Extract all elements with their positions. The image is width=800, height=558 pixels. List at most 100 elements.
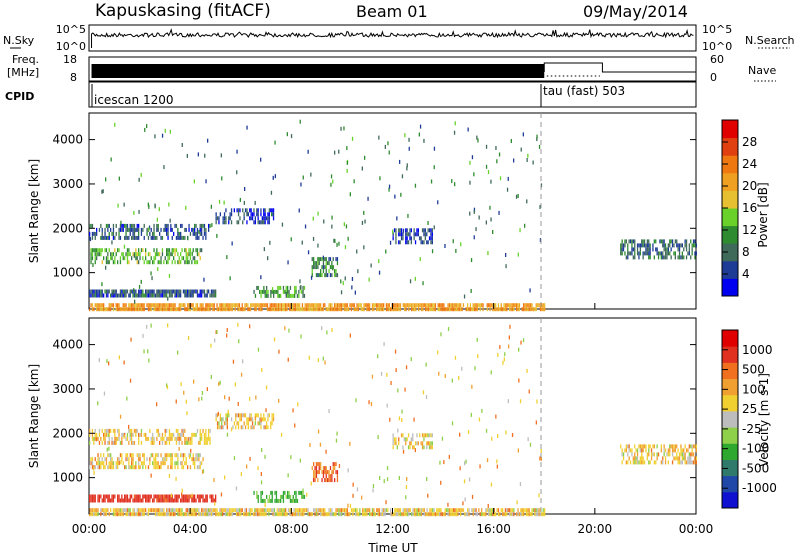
heatmap-cell (206, 508, 208, 513)
heatmap-cell (98, 289, 101, 294)
heatmap-cell (203, 289, 206, 294)
heatmap-cell (302, 494, 304, 499)
heatmap-cell (620, 251, 622, 256)
heatmap-cell (329, 474, 332, 479)
colorbar-swatch (722, 243, 738, 262)
heatmap-cell (472, 512, 474, 517)
heatmap-cell (180, 453, 182, 458)
heatmap-cell (117, 428, 119, 433)
heatmap-cell (296, 508, 298, 513)
heatmap-cell (227, 303, 229, 308)
heatmap-cell (421, 240, 424, 245)
heatmap-cell (191, 303, 193, 308)
scatter-cell (487, 170, 490, 175)
heatmap-cell (149, 289, 151, 294)
heatmap-cell (413, 508, 416, 513)
heatmap-cell (677, 247, 679, 252)
scatter-cell (535, 420, 537, 425)
heatmap-cell (243, 512, 245, 517)
heatmap-cell (523, 303, 525, 308)
scatter-cell (503, 357, 505, 362)
heatmap-cell (406, 508, 409, 513)
heatmap-cell (138, 248, 140, 253)
heatmap-cell (153, 303, 155, 308)
heatmap-cell (215, 293, 217, 298)
heatmap-cell (114, 235, 116, 240)
scatter-cell (198, 229, 200, 234)
heatmap-cell (510, 512, 512, 517)
heatmap-cell (180, 508, 182, 513)
heatmap-cell (157, 512, 159, 517)
heatmap-cell (332, 470, 334, 475)
heatmap-cell (115, 293, 117, 298)
scatter-cell (185, 399, 187, 404)
heatmap-cell (199, 293, 201, 298)
heatmap-cell (423, 512, 425, 517)
heatmap-cell (220, 512, 222, 517)
scatter-cell (287, 357, 289, 362)
heatmap-cell (153, 227, 155, 232)
heatmap-cell (259, 307, 262, 312)
heatmap-cell (433, 307, 435, 312)
heatmap-cell (167, 227, 169, 232)
heatmap-cell (191, 508, 193, 513)
freq-trace-dense (91, 64, 545, 78)
heatmap-cell (103, 453, 105, 458)
heatmap-cell (293, 512, 295, 517)
heatmap-cell (412, 307, 414, 312)
heatmap-cell (164, 512, 166, 517)
heatmap-cell (236, 413, 238, 418)
scatter-cell (156, 217, 158, 222)
heatmap-cell (228, 413, 230, 418)
heatmap-cell (398, 240, 400, 245)
heatmap-cell (213, 307, 215, 312)
heatmap-cell (212, 289, 214, 294)
scatter-cell (166, 385, 169, 390)
heatmap-cell (167, 465, 169, 470)
heatmap-cell (291, 293, 293, 298)
heatmap-cell (156, 248, 158, 253)
heatmap-cell (173, 256, 175, 261)
heatmap-cell (196, 289, 199, 294)
heatmap-cell (166, 457, 168, 462)
scatter-cell (89, 237, 92, 242)
heatmap-cell (175, 453, 178, 458)
heatmap-cell (324, 512, 326, 517)
heatmap-cell (178, 303, 180, 308)
heatmap-cell (133, 223, 136, 228)
heatmap-cell (104, 289, 106, 294)
heatmap-cell (405, 307, 407, 312)
heatmap-cell (483, 512, 486, 517)
heatmap-cell (160, 260, 162, 265)
nsky-tick-bottom: 10^0 (56, 40, 86, 53)
heatmap-cell (352, 303, 354, 308)
heatmap-cell (177, 436, 179, 441)
heatmap-cell (313, 257, 315, 262)
scatter-cell (168, 202, 170, 207)
heatmap-cell (167, 223, 169, 228)
heatmap-cell (413, 512, 416, 517)
heatmap-cell (189, 307, 192, 312)
heatmap-cell (199, 428, 201, 433)
heatmap-cell (231, 303, 234, 308)
heatmap-cell (335, 470, 337, 475)
heatmap-cell (324, 508, 326, 513)
heatmap-cell (641, 460, 643, 465)
scatter-cell (519, 399, 522, 404)
heatmap-cell (124, 465, 126, 470)
heatmap-cell (174, 512, 176, 517)
scatter-cell (285, 292, 287, 296)
heatmap-cell (516, 512, 518, 517)
heatmap-cell (518, 303, 521, 308)
heatmap-cell (532, 508, 535, 513)
heatmap-cell (107, 293, 109, 298)
heatmap-cell (136, 260, 138, 265)
heatmap-cell (328, 303, 330, 308)
heatmap-cell (107, 307, 109, 312)
heatmap-cell (166, 248, 168, 253)
heatmap-cell (171, 498, 173, 503)
heatmap-cell (156, 512, 158, 517)
scatter-cell (210, 375, 212, 379)
heatmap-cell (139, 252, 141, 257)
heatmap-cell (336, 273, 339, 278)
